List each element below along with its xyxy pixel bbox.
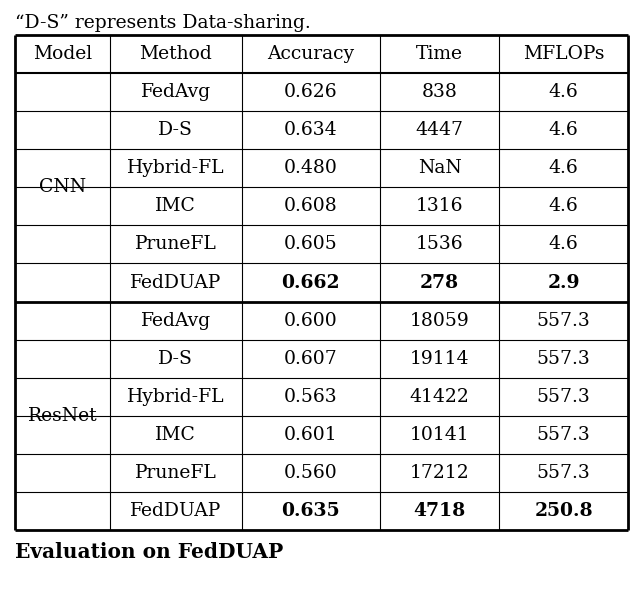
Text: 4.6: 4.6	[548, 121, 579, 139]
Text: PruneFL: PruneFL	[135, 235, 217, 254]
Text: MFLOPs: MFLOPs	[523, 45, 604, 63]
Text: 250.8: 250.8	[534, 502, 593, 520]
Text: 0.662: 0.662	[282, 274, 340, 291]
Text: 4.6: 4.6	[548, 235, 579, 254]
Text: 18059: 18059	[410, 312, 469, 330]
Text: “D-S” represents Data-sharing.: “D-S” represents Data-sharing.	[15, 14, 311, 32]
Text: Time: Time	[416, 45, 463, 63]
Text: 4.6: 4.6	[548, 197, 579, 215]
Text: CNN: CNN	[39, 178, 86, 196]
Text: 278: 278	[420, 274, 459, 291]
Text: 17212: 17212	[410, 464, 469, 482]
Text: 557.3: 557.3	[537, 388, 591, 406]
Text: Hybrid-FL: Hybrid-FL	[127, 388, 225, 406]
Text: 0.480: 0.480	[284, 159, 338, 177]
Text: 4.6: 4.6	[548, 83, 579, 101]
Text: PruneFL: PruneFL	[135, 464, 217, 482]
Text: ResNet: ResNet	[28, 407, 97, 425]
Text: 19114: 19114	[410, 350, 469, 368]
Text: 557.3: 557.3	[537, 426, 591, 444]
Text: 0.634: 0.634	[284, 121, 337, 139]
Text: 0.605: 0.605	[284, 235, 338, 254]
Text: 0.600: 0.600	[284, 312, 338, 330]
Text: FedAvg: FedAvg	[141, 312, 211, 330]
Text: 0.563: 0.563	[284, 388, 337, 406]
Text: Method: Method	[140, 45, 212, 63]
Text: FedDUAP: FedDUAP	[131, 502, 221, 520]
Text: FedAvg: FedAvg	[141, 83, 211, 101]
Text: IMC: IMC	[156, 426, 196, 444]
Text: 557.3: 557.3	[537, 350, 591, 368]
Text: 0.626: 0.626	[284, 83, 337, 101]
Text: 4.6: 4.6	[548, 159, 579, 177]
Text: Accuracy: Accuracy	[268, 45, 355, 63]
Text: D-S: D-S	[159, 350, 193, 368]
Text: 0.635: 0.635	[282, 502, 340, 520]
Text: NaN: NaN	[418, 159, 461, 177]
Text: 4447: 4447	[415, 121, 463, 139]
Text: 557.3: 557.3	[537, 312, 591, 330]
Text: 2.9: 2.9	[547, 274, 580, 291]
Text: 10141: 10141	[410, 426, 469, 444]
Text: 0.560: 0.560	[284, 464, 338, 482]
Text: Hybrid-FL: Hybrid-FL	[127, 159, 225, 177]
Text: 557.3: 557.3	[537, 464, 591, 482]
Text: 0.601: 0.601	[284, 426, 337, 444]
Text: 0.607: 0.607	[284, 350, 338, 368]
Text: 1536: 1536	[416, 235, 463, 254]
Text: Evaluation on FedDUAP: Evaluation on FedDUAP	[15, 542, 284, 562]
Text: 41422: 41422	[410, 388, 470, 406]
Text: 838: 838	[422, 83, 458, 101]
Text: 4718: 4718	[413, 502, 466, 520]
Text: Model: Model	[33, 45, 92, 63]
Text: 0.608: 0.608	[284, 197, 338, 215]
Text: IMC: IMC	[156, 197, 196, 215]
Text: 1316: 1316	[416, 197, 463, 215]
Text: FedDUAP: FedDUAP	[131, 274, 221, 291]
Text: D-S: D-S	[159, 121, 193, 139]
